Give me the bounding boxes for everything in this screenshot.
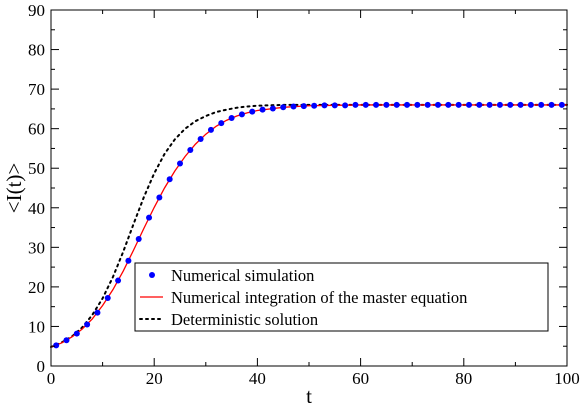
x-tick-label: 20 — [146, 369, 163, 388]
simulation-point — [207, 126, 214, 133]
simulation-point — [455, 101, 462, 108]
simulation-point — [507, 101, 514, 108]
simulation-point — [218, 120, 225, 127]
x-tick-label: 80 — [455, 369, 472, 388]
simulation-point — [435, 101, 441, 108]
simulation-point — [331, 102, 338, 109]
simulation-point — [63, 337, 70, 344]
simulation-point — [73, 330, 80, 337]
y-tick-label: 30 — [28, 238, 45, 257]
simulation-point — [187, 147, 194, 154]
simulation-point — [280, 104, 287, 111]
simulation-point — [538, 101, 545, 108]
simulation-point — [146, 214, 153, 221]
legend-entry-deterministic: Deterministic solution — [171, 310, 318, 329]
simulation-point — [84, 321, 91, 328]
y-axis-title: <I(t)> — [2, 163, 26, 214]
simulation-point — [53, 342, 60, 349]
data-layer — [50, 101, 568, 349]
simulation-point — [177, 160, 183, 167]
simulation-point — [259, 106, 266, 113]
simulation-point — [249, 108, 256, 115]
y-tick-label: 60 — [28, 120, 45, 139]
simulation-point — [373, 101, 380, 108]
x-tick-label: 0 — [47, 369, 56, 388]
y-tick-label: 40 — [28, 199, 45, 218]
simulation-point — [414, 101, 421, 108]
simulation-point — [321, 102, 328, 109]
legend: Numerical simulation Numerical integratio… — [134, 262, 549, 332]
simulation-point — [445, 101, 452, 108]
simulation-point — [352, 101, 359, 108]
legend-box — [134, 262, 549, 332]
y-tick-label: 20 — [28, 278, 45, 297]
legend-marker-simulation — [149, 272, 155, 278]
simulation-point — [527, 101, 534, 108]
simulation-point — [404, 101, 411, 108]
simulation-point — [496, 101, 503, 108]
simulation-point — [393, 101, 400, 108]
y-tick-label: 80 — [28, 41, 45, 60]
simulation-point — [362, 101, 369, 108]
simulation-point — [94, 309, 101, 316]
x-tick-label: 60 — [352, 369, 369, 388]
simulation-point — [476, 101, 483, 108]
simulation-point — [104, 294, 111, 301]
simulation-point — [269, 105, 276, 112]
simulation-point — [517, 101, 524, 108]
simulation-point — [135, 236, 142, 243]
simulation-point — [290, 103, 297, 110]
x-tick-label: 100 — [554, 369, 580, 388]
x-tick-label: 40 — [249, 369, 266, 388]
simulation-point — [238, 111, 245, 118]
simulation-point — [166, 176, 173, 183]
simulation-point — [465, 101, 472, 108]
simulation-point — [300, 103, 307, 110]
simulation-point — [197, 135, 204, 142]
y-tick-label: 70 — [28, 80, 45, 99]
simulation-point — [383, 101, 390, 108]
legend-entry-simulation: Numerical simulation — [171, 266, 314, 285]
y-tick-label: 50 — [28, 159, 45, 178]
simulation-point — [548, 101, 555, 108]
simulation-point — [156, 194, 163, 201]
simulation-point — [558, 101, 565, 108]
simulation-point — [311, 102, 318, 109]
y-tick-label: 90 — [28, 1, 45, 20]
simulation-point — [424, 101, 431, 108]
legend-entry-master-equation: Numerical integration of the master equa… — [171, 288, 467, 307]
simulation-point — [486, 101, 493, 108]
y-tick-label: 0 — [37, 357, 46, 376]
simulation-point — [125, 257, 132, 264]
ticks-layer: 0 20 40 60 80 100 0 10 20 30 40 50 60 70 80 90 — [28, 1, 580, 388]
x-axis-title: t — [306, 384, 312, 407]
y-tick-label: 10 — [28, 317, 45, 336]
simulation-point — [228, 114, 235, 121]
simulation-point — [115, 277, 122, 284]
simulation-point — [342, 102, 349, 109]
